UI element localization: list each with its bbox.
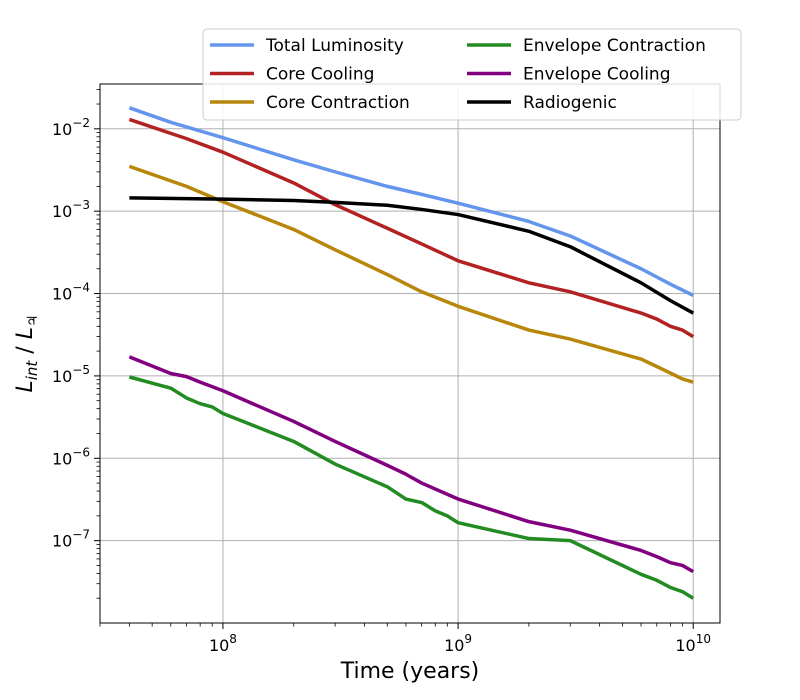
- axis-ticks: 108 109 1010 10−7 10−6 10−5 10−4 10−3 10−2: [52, 89, 711, 655]
- y-tick-label: 10−6: [52, 445, 90, 468]
- y-axis-label: Lint / L♃: [13, 314, 41, 392]
- y-tick-label: 10−2: [52, 116, 90, 139]
- y-tick-label: 10−7: [52, 528, 90, 551]
- legend-item-envelope-contraction: Envelope Contraction: [467, 36, 706, 56]
- y-tick-label: 10−4: [52, 281, 90, 304]
- x-tick-label: 108: [209, 632, 237, 655]
- legend-item-core-cooling: Core Cooling: [210, 65, 374, 85]
- legend-label: Core Cooling: [266, 65, 374, 85]
- legend-item-core-contraction: Core Contraction: [210, 93, 410, 113]
- series-line-radiogenic: [129, 196, 695, 315]
- legend-label: Radiogenic: [523, 93, 617, 113]
- series-line-core-cooling: [128, 117, 695, 339]
- y-label-ref: L: [13, 327, 38, 339]
- y-tick-label: 10−5: [52, 363, 90, 386]
- grid-lines: [100, 84, 720, 623]
- legend-label: Envelope Cooling: [523, 65, 671, 85]
- x-axis-label: Time (years): [340, 659, 480, 684]
- x-tick-label: 1010: [675, 632, 711, 655]
- y-label-main: L: [13, 380, 38, 392]
- series-line-total-luminosity: [128, 106, 694, 297]
- y-label-separator: /: [13, 339, 38, 360]
- y-label-main-subscript: int: [23, 360, 41, 381]
- y-label-ref-subscript: ♃: [25, 314, 41, 327]
- series-line-core-contraction: [128, 164, 694, 384]
- legend-label: Core Contraction: [266, 93, 410, 113]
- series-line-envelope-contraction: [128, 375, 695, 600]
- legend: Total Luminosity Core Cooling Core Contrac…: [202, 28, 742, 121]
- x-tick-label: 109: [444, 632, 472, 655]
- legend-item-envelope-cooling: Envelope Cooling: [467, 65, 671, 85]
- series-lines: [128, 106, 695, 600]
- legend-label: Envelope Contraction: [523, 36, 706, 56]
- legend-item-radiogenic: Radiogenic: [467, 93, 617, 113]
- y-tick-label: 10−3: [52, 198, 90, 221]
- legend-label: Total Luminosity: [265, 36, 404, 56]
- legend-item-total-luminosity: Total Luminosity: [210, 36, 404, 56]
- series-line-envelope-cooling: [128, 355, 695, 574]
